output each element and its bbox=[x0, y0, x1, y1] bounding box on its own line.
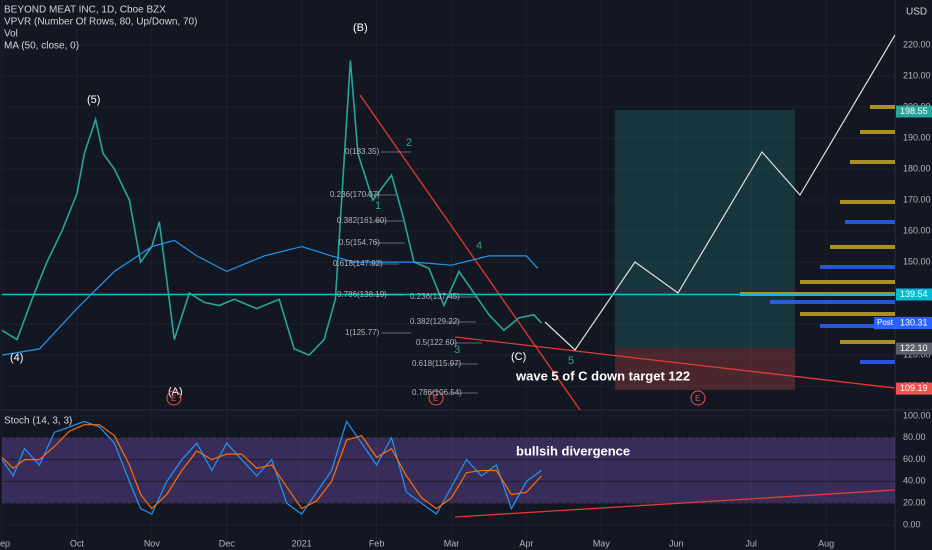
y-tick-label: 60.00 bbox=[903, 454, 926, 464]
series-line bbox=[1, 60, 542, 357]
annotation: wave 5 of C down target 122 bbox=[515, 368, 690, 383]
y-tick-label: 0.00 bbox=[903, 519, 921, 529]
price-tag-badge bbox=[874, 317, 896, 330]
y-tick-label: 20.00 bbox=[903, 498, 926, 508]
y-tick-label: 220.00 bbox=[903, 39, 931, 49]
x-tick-label: May bbox=[593, 538, 611, 548]
trend-line bbox=[359, 94, 581, 411]
x-tick-label: Nov bbox=[144, 538, 161, 548]
x-tick-label: Jul bbox=[745, 538, 757, 548]
price-tag-label: 139.54 bbox=[900, 289, 928, 299]
earnings-label: E bbox=[695, 394, 700, 403]
fib-label: 0.786(106.54) bbox=[412, 388, 462, 397]
fib-label: 0.5(122.60) bbox=[416, 338, 457, 347]
wave-label: 5 bbox=[568, 355, 574, 367]
x-tick-label: Feb bbox=[369, 538, 385, 548]
x-tick-label: 2021 bbox=[292, 538, 312, 548]
earnings-marker bbox=[690, 390, 706, 406]
series-line bbox=[1, 420, 542, 515]
y-tick-label: 100.00 bbox=[903, 410, 931, 420]
fib-label: 0.382(129.22) bbox=[410, 317, 460, 326]
wave-label: 2 bbox=[406, 137, 412, 149]
fib-label: 0.618(115.97) bbox=[412, 359, 462, 368]
indicator-label: Vol bbox=[4, 29, 18, 40]
price-tag-label: 109.19 bbox=[900, 383, 928, 393]
currency-label: USD bbox=[906, 7, 927, 18]
chart-title: BEYOND MEAT INC, 1D, Cboe BZX bbox=[4, 5, 166, 16]
x-tick-label: Sep bbox=[0, 538, 10, 548]
indicator-label: Stoch (14, 3, 3) bbox=[4, 416, 72, 427]
price-tag bbox=[896, 382, 932, 395]
price-tag-label: 130.31 bbox=[900, 318, 928, 328]
series-line bbox=[1, 239, 539, 356]
y-tick-label: 150.00 bbox=[903, 256, 931, 266]
wave-label: (5) bbox=[87, 94, 100, 106]
price-tag bbox=[896, 317, 932, 330]
earnings-marker bbox=[428, 390, 444, 406]
price-tag bbox=[896, 105, 932, 118]
x-tick-label: Oct bbox=[70, 538, 85, 548]
fib-label: 0.786(138.19) bbox=[337, 290, 387, 299]
target-zone bbox=[615, 110, 795, 348]
fib-label: 0.236(170.07) bbox=[330, 190, 380, 199]
earnings-marker bbox=[166, 390, 182, 406]
y-tick-label: 40.00 bbox=[903, 476, 926, 486]
indicator-label: MA (50, close, 0) bbox=[4, 41, 79, 52]
fib-label: 1(125.77) bbox=[345, 328, 380, 337]
x-tick-label: Dec bbox=[219, 538, 236, 548]
stop-zone bbox=[615, 348, 795, 390]
y-tick-label: 170.00 bbox=[903, 194, 931, 204]
fib-label: 0.5(154.76) bbox=[339, 238, 380, 247]
x-tick-label: Apr bbox=[519, 538, 533, 548]
y-tick-label: 80.00 bbox=[903, 432, 926, 442]
projection-path bbox=[544, 34, 896, 351]
earnings-label: E bbox=[171, 394, 176, 403]
x-tick-label: Jun bbox=[669, 538, 684, 548]
x-tick-label: Aug bbox=[818, 538, 834, 548]
series-line bbox=[1, 424, 542, 510]
indicator-label: VPVR (Number Of Rows, 80, Up/Down, 70) bbox=[4, 17, 197, 28]
x-tick-label: Mar bbox=[444, 538, 460, 548]
fib-label: 0.618(147.92) bbox=[333, 259, 383, 268]
wave-label: 1 bbox=[375, 200, 381, 212]
wave-label: 4 bbox=[476, 240, 482, 252]
wave-label: 3 bbox=[454, 344, 460, 356]
fib-label: 0.236(137.45) bbox=[410, 292, 460, 301]
wave-label: (A) bbox=[168, 386, 183, 398]
divergence-line bbox=[454, 489, 896, 518]
price-tag-label: 122.10 bbox=[900, 343, 928, 353]
data-layer bbox=[1, 60, 895, 515]
y-tick-label: 190.00 bbox=[903, 132, 931, 142]
price-tag bbox=[896, 288, 932, 301]
grid-layer bbox=[1, 0, 895, 540]
y-tick-label: 160.00 bbox=[903, 225, 931, 235]
price-tag bbox=[896, 342, 932, 355]
wave-label: (B) bbox=[353, 22, 368, 34]
earnings-label: E bbox=[433, 394, 438, 403]
wave-label: (4) bbox=[10, 352, 23, 364]
price-tag-badge-label: Post bbox=[877, 318, 894, 327]
price-tag-label: 198.55 bbox=[900, 106, 928, 116]
wave-label: (C) bbox=[511, 351, 526, 363]
fib-label: 0.382(161.60) bbox=[337, 216, 387, 225]
y-tick-label: 180.00 bbox=[903, 163, 931, 173]
trend-line bbox=[454, 336, 896, 389]
y-tick-label: 210.00 bbox=[903, 70, 931, 80]
annotation: bullsih divergence bbox=[516, 443, 630, 458]
fib-label: 0(183.35) bbox=[345, 147, 380, 156]
